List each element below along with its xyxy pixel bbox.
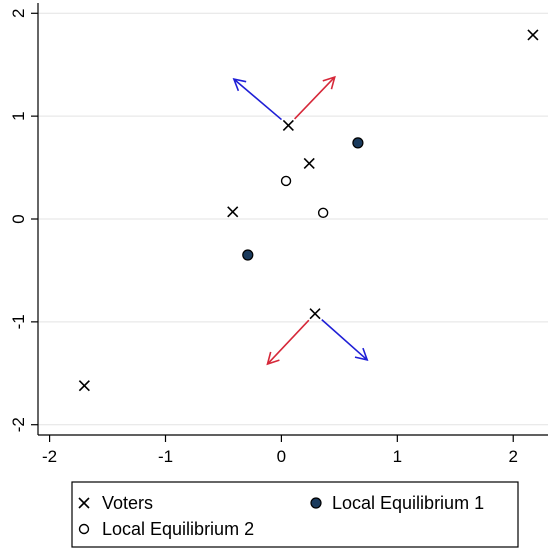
point-x-1	[227, 206, 239, 218]
y-tick-label-3: 1	[9, 111, 28, 120]
arrow-shaft-2	[266, 319, 310, 365]
arrow-layer	[232, 75, 369, 366]
point-x-3	[303, 157, 315, 170]
x-tick-label-3: 1	[393, 447, 402, 466]
legend-box	[71, 481, 519, 548]
y-tick-label-2: 0	[9, 214, 28, 223]
grid-layer	[38, 12, 548, 426]
legend-label-1: Local Equilibrium 1	[332, 493, 484, 513]
point-x-4	[309, 308, 321, 320]
point-hollow-circle-0	[280, 175, 292, 187]
arrow-shaft-1	[294, 76, 336, 120]
y-tick-label-0: -2	[9, 417, 28, 432]
axes-layer: -2 -1 0 1 2 -2 -1 0 1 2	[9, 3, 548, 466]
legend-label-2: Local Equilibrium 2	[102, 519, 254, 539]
legend-marker-1	[310, 497, 322, 509]
x-tick-label-4: 2	[508, 447, 517, 466]
point-x-5	[527, 29, 539, 41]
y-tick-label-1: -1	[9, 314, 28, 329]
legend-marker-0	[78, 497, 90, 509]
x-tick-label-1: -1	[158, 447, 173, 466]
x-tick-label-2: 0	[277, 447, 286, 466]
legend: Voters Local Equilibrium 1 Local Equilibri…	[71, 481, 519, 548]
point-x-0	[78, 380, 90, 392]
legend-marker-2	[78, 523, 90, 535]
arrow-shaft-3	[321, 319, 368, 361]
y-tick-label-4: 2	[9, 9, 28, 18]
legend-label-0: Voters	[102, 493, 153, 513]
point-x-2	[282, 119, 294, 131]
point-filled-circle-1	[352, 137, 364, 149]
arrow-head-2	[266, 351, 280, 366]
point-filled-circle-0	[242, 249, 254, 261]
x-tick-label-0: -2	[42, 447, 57, 466]
point-layer	[78, 29, 539, 392]
point-hollow-circle-1	[317, 207, 329, 219]
arrow-head-0	[232, 78, 247, 92]
arrow-head-1	[322, 75, 336, 90]
arrow-head-3	[354, 347, 369, 362]
arrow-shaft-0	[233, 78, 283, 121]
